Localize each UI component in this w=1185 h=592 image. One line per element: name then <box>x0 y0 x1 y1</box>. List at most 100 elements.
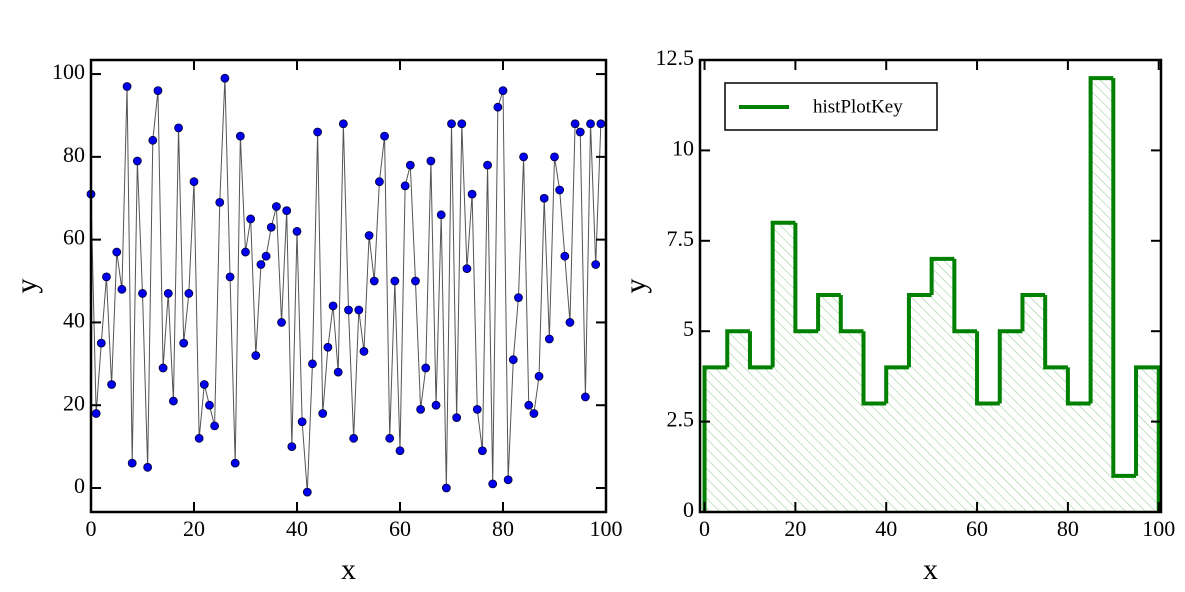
hist-outline <box>1043 295 1068 370</box>
axes-frame <box>89 58 608 514</box>
data-point <box>179 338 189 348</box>
data-point <box>308 359 317 369</box>
data-point <box>524 400 534 410</box>
data-point <box>349 433 359 443</box>
x-tick-label: 100 <box>1142 516 1175 541</box>
hist-bar <box>1022 295 1046 512</box>
hist-bar <box>840 331 864 512</box>
data-point <box>96 338 106 348</box>
data-point <box>514 293 523 302</box>
data-point <box>385 433 395 443</box>
data-point <box>452 413 462 423</box>
data-point <box>112 247 122 257</box>
data-point <box>405 160 415 170</box>
data-point <box>344 305 353 315</box>
hist-bar <box>704 367 728 512</box>
y-tick-label: 12.5 <box>656 45 695 70</box>
data-point <box>581 392 590 402</box>
data-point <box>550 152 559 162</box>
data-point <box>313 127 323 137</box>
data-point <box>328 301 338 311</box>
x-tick-label: 60 <box>966 516 988 541</box>
hist-outline <box>747 331 773 370</box>
data-point <box>168 396 178 406</box>
data-point <box>534 371 544 381</box>
y-tick-label: 20 <box>63 390 85 415</box>
data-point <box>138 289 147 298</box>
data-point <box>508 355 518 365</box>
x-tick-label: 100 <box>590 516 623 541</box>
data-point <box>457 119 467 129</box>
hist-outline <box>929 256 955 296</box>
hist-bar <box>1136 367 1159 512</box>
data-point <box>323 342 333 352</box>
x-tick-label: 0 <box>699 516 710 541</box>
y-tick-label: 80 <box>63 142 85 167</box>
data-point <box>148 135 158 145</box>
hist-outline <box>975 331 1000 406</box>
hist-outline <box>793 222 819 334</box>
hist-bar <box>727 331 750 512</box>
y-tick-label: 0 <box>683 497 694 522</box>
data-point <box>282 206 292 216</box>
axes-frame <box>698 58 1163 514</box>
hist-bar <box>908 295 932 512</box>
hist-bar <box>1045 367 1068 512</box>
data-point <box>153 86 163 96</box>
data-point <box>560 251 570 261</box>
data-point <box>380 131 389 141</box>
data-point <box>205 400 214 410</box>
hist-outline <box>1020 293 1046 332</box>
y-tick-label: 2.5 <box>667 407 695 432</box>
data-point <box>493 102 503 112</box>
data-line <box>90 78 602 493</box>
data-point <box>483 160 492 170</box>
hist-bar <box>1067 403 1091 512</box>
data-point <box>426 156 436 166</box>
data-point <box>210 421 220 431</box>
hist-bar <box>795 331 819 512</box>
data-point <box>117 284 127 294</box>
x-tick-label: 0 <box>86 516 97 541</box>
data-point <box>277 318 286 327</box>
hist-bar <box>886 367 909 512</box>
data-point <box>570 119 580 129</box>
x-axis-label: x <box>341 553 356 586</box>
hist-outline <box>725 329 750 368</box>
data-point <box>519 152 528 162</box>
hist-bar <box>818 295 841 512</box>
data-point <box>529 409 539 418</box>
x-tick-label: 20 <box>784 516 806 541</box>
data-point <box>467 189 477 199</box>
data-point <box>472 404 482 414</box>
data-point <box>189 177 199 187</box>
data-point <box>143 462 153 472</box>
data-point <box>421 363 431 373</box>
data-point <box>400 181 410 191</box>
data-point <box>158 363 168 373</box>
hist-outline <box>1111 78 1137 478</box>
data-point <box>369 276 379 286</box>
y-axis-label: y <box>10 279 43 294</box>
x-tick-label: 60 <box>389 516 411 541</box>
data-point <box>287 442 297 452</box>
data-point <box>261 251 271 261</box>
hist-outline <box>997 329 1023 404</box>
hist-bar <box>1113 475 1137 512</box>
data-point <box>215 197 225 207</box>
data-point <box>416 404 426 414</box>
hist-outline <box>906 293 932 368</box>
hist-bar <box>999 331 1023 512</box>
hist-outline <box>952 258 978 334</box>
data-point <box>447 119 456 129</box>
data-point <box>297 417 307 427</box>
data-point <box>477 446 487 456</box>
hist-outline <box>816 293 841 332</box>
hist-bar <box>954 331 978 512</box>
hist-outline <box>770 220 796 368</box>
y-tick-label: 100 <box>52 59 85 84</box>
hist-outline <box>1134 365 1161 512</box>
x-tick-label: 80 <box>492 516 514 541</box>
hist-outline <box>1065 367 1091 406</box>
data-point <box>256 260 266 269</box>
